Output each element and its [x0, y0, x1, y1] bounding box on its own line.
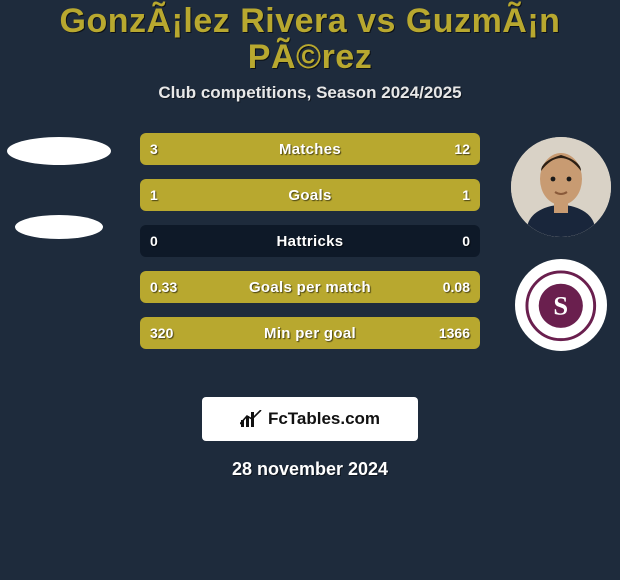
stat-label: Goals per match	[140, 271, 480, 303]
player-right-avatar	[511, 137, 611, 237]
stat-label: Goals	[140, 179, 480, 211]
stat-row: 3201366Min per goal	[140, 317, 480, 349]
stat-row: 312Matches	[140, 133, 480, 165]
page-title: GonzÃ¡lez Rivera vs GuzmÃ¡n PÃ©rez	[0, 4, 620, 75]
player-photo-icon	[511, 137, 611, 237]
comparison-area: S 312Matches 11Goals 00Hattricks 0.330.08Go…	[0, 133, 620, 383]
player-left-avatar	[7, 137, 111, 165]
club-left-crest	[15, 215, 103, 239]
brand-text: FcTables.com	[268, 409, 380, 429]
stat-row: 11Goals	[140, 179, 480, 211]
stat-label: Min per goal	[140, 317, 480, 349]
svg-text:S: S	[554, 290, 569, 320]
brand-box: FcTables.com	[202, 397, 418, 441]
barchart-icon	[240, 410, 262, 428]
left-player-column	[4, 137, 114, 239]
date-text: 28 november 2024	[0, 459, 620, 480]
stat-row: 0.330.08Goals per match	[140, 271, 480, 303]
club-crest-icon: S	[524, 269, 598, 343]
stat-label: Matches	[140, 133, 480, 165]
stat-row: 00Hattricks	[140, 225, 480, 257]
subtitle: Club competitions, Season 2024/2025	[0, 83, 620, 103]
stat-bars: 312Matches 11Goals 00Hattricks 0.330.08Goal…	[140, 133, 480, 349]
right-player-column: S	[506, 137, 616, 351]
comparison-card: GonzÃ¡lez Rivera vs GuzmÃ¡n PÃ©rez Club …	[0, 0, 620, 580]
club-right-crest: S	[515, 259, 607, 351]
stat-label: Hattricks	[140, 225, 480, 257]
